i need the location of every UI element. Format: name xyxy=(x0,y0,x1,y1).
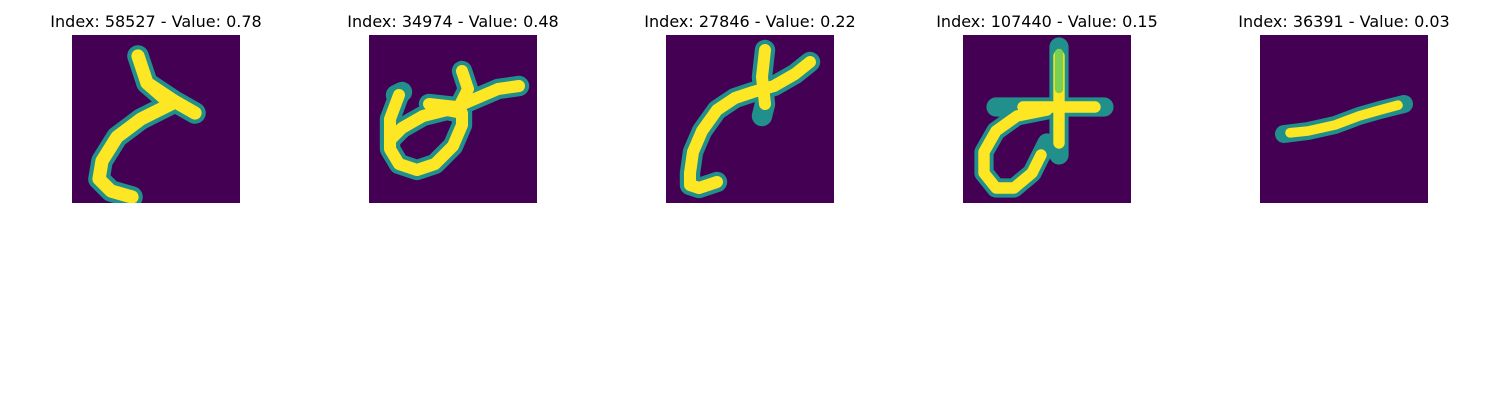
digit-image xyxy=(72,35,240,203)
panel-title: Index: 107440 - Value: 0.15 xyxy=(936,12,1158,31)
image-panel-5: Index: 36391 - Value: 0.03 xyxy=(1196,8,1492,208)
panel-title: Index: 58527 - Value: 0.78 xyxy=(50,12,262,31)
digit-image xyxy=(963,35,1131,203)
image-panel-2: Index: 34974 - Value: 0.48 xyxy=(305,8,601,208)
panel-title: Index: 27846 - Value: 0.22 xyxy=(644,12,856,31)
digit-image xyxy=(1260,35,1428,203)
image-panel-1: Index: 58527 - Value: 0.78 xyxy=(8,8,304,208)
digit-image xyxy=(369,35,537,203)
digit-image xyxy=(666,35,834,203)
image-panel-4: Index: 107440 - Value: 0.15 xyxy=(899,8,1195,208)
panel-title: Index: 36391 - Value: 0.03 xyxy=(1238,12,1450,31)
image-panel-3: Index: 27846 - Value: 0.22 xyxy=(602,8,898,208)
panel-title: Index: 34974 - Value: 0.48 xyxy=(347,12,559,31)
